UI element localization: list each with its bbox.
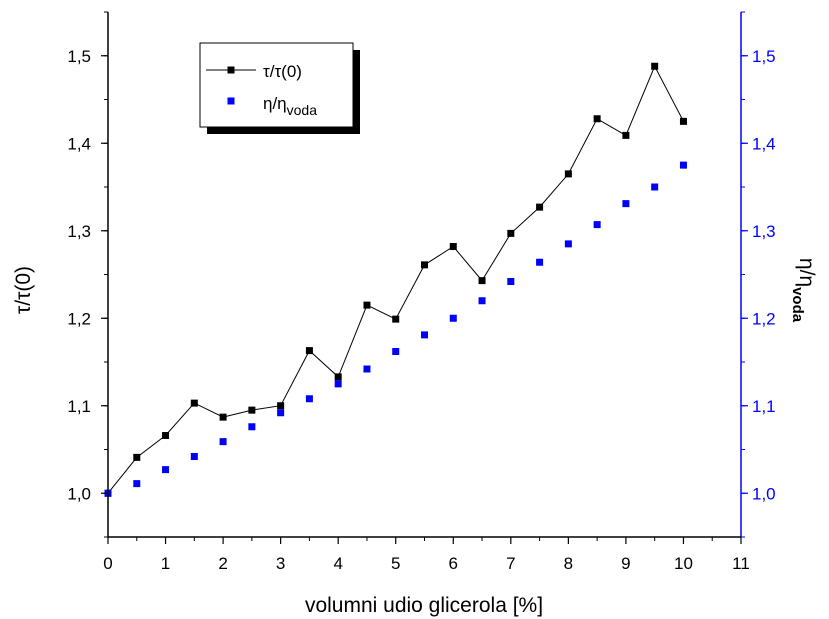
legend-label-tau: τ/τ(0)	[263, 62, 302, 81]
y-ticks-right: 1,0 1,1 1,2 1,3 1,4 1,5	[741, 11, 776, 538]
eta-point	[593, 221, 601, 229]
x-tick-label: 10	[674, 554, 693, 573]
y-ticks-left: 1,0 1,1 1,2 1,3 1,4 1,5	[67, 11, 108, 538]
eta-point	[133, 480, 141, 488]
x-axis-title: volumni udio glicerola [%]	[305, 594, 543, 617]
y-right-tick-label: 1,2	[752, 309, 776, 328]
eta-point	[248, 423, 256, 431]
eta-point	[190, 453, 198, 460]
eta-point	[507, 278, 515, 285]
y-axis-title-left: τ/τ(0)	[12, 266, 35, 314]
eta-point	[679, 161, 687, 169]
x-tick-label: 8	[564, 554, 573, 573]
tau-point	[334, 373, 342, 381]
legend-marker-eta	[227, 97, 235, 105]
series-layer	[104, 62, 687, 497]
tau-point	[219, 413, 227, 421]
tau-point	[679, 117, 687, 125]
tau-point	[478, 277, 486, 285]
tau-point	[421, 261, 428, 269]
y-right-tick-label: 1,4	[752, 134, 776, 153]
x-ticks: 0 1 2 3 4 5 6 7 8 9 10 11	[103, 537, 750, 573]
eta-point	[162, 466, 170, 474]
eta-point	[564, 240, 572, 248]
y-left-tick-label: 1,2	[67, 309, 91, 328]
tau-point	[651, 62, 659, 70]
y-axis-title-right-main: η/η	[795, 258, 818, 287]
eta-point	[622, 200, 630, 208]
tau-point	[248, 406, 256, 414]
tau-point	[536, 203, 544, 211]
legend-label-eta-sub: voda	[287, 102, 318, 118]
y-left-tick-label: 1,0	[67, 484, 91, 503]
y-left-tick-label: 1,4	[67, 134, 91, 153]
y-right-tick-label: 1,1	[752, 397, 776, 416]
x-tick-label: 5	[391, 554, 400, 573]
x-tick-label: 3	[276, 554, 285, 573]
eta-point	[536, 258, 544, 266]
tau-point	[305, 347, 313, 355]
y-left-tick-label: 1,3	[67, 222, 91, 241]
eta-point	[421, 331, 428, 339]
y-left-tick-label: 1,1	[67, 397, 91, 416]
x-tick-label: 11	[732, 554, 750, 573]
x-tick-label: 4	[333, 554, 342, 573]
y-right-tick-label: 1,5	[752, 47, 776, 66]
legend-marker-tau	[227, 66, 235, 74]
legend: τ/τ(0) η/ηvoda	[199, 42, 360, 134]
eta-point	[651, 183, 659, 191]
tau-point	[507, 229, 515, 237]
eta-point	[334, 380, 342, 388]
tau-point	[133, 453, 141, 461]
legend-label-eta-main: η/η	[263, 94, 287, 113]
tau-point	[363, 301, 371, 309]
eta-point	[392, 348, 400, 355]
eta-point	[277, 409, 285, 417]
y-left-tick-label: 1,5	[67, 47, 91, 66]
eta-point	[305, 395, 313, 403]
tau-point	[392, 315, 400, 323]
x-tick-label: 6	[449, 554, 458, 573]
eta-point	[363, 365, 371, 373]
x-tick-label: 9	[621, 554, 630, 573]
x-tick-label: 7	[506, 554, 515, 573]
tau-point	[564, 170, 572, 178]
y-right-tick-label: 1,0	[752, 484, 776, 503]
y-axis-title-right: η/ηvoda	[789, 258, 818, 323]
x-tick-label: 1	[161, 554, 170, 573]
tau-point	[622, 131, 630, 139]
eta-point	[219, 438, 227, 446]
tau-point	[277, 402, 285, 410]
tau-point	[593, 115, 601, 123]
legend-box	[199, 42, 354, 128]
x-tick-label: 2	[218, 554, 227, 573]
x-tick-label: 0	[103, 554, 112, 573]
eta-point	[449, 314, 457, 322]
legend-label-eta: η/ηvoda	[263, 94, 317, 118]
y-axis-title-right-sub: voda	[789, 287, 806, 323]
tau-point	[162, 432, 170, 439]
tau-point	[190, 399, 198, 407]
y-right-tick-label: 1,3	[752, 222, 776, 241]
eta-point	[478, 297, 486, 305]
tau-point	[449, 243, 457, 250]
